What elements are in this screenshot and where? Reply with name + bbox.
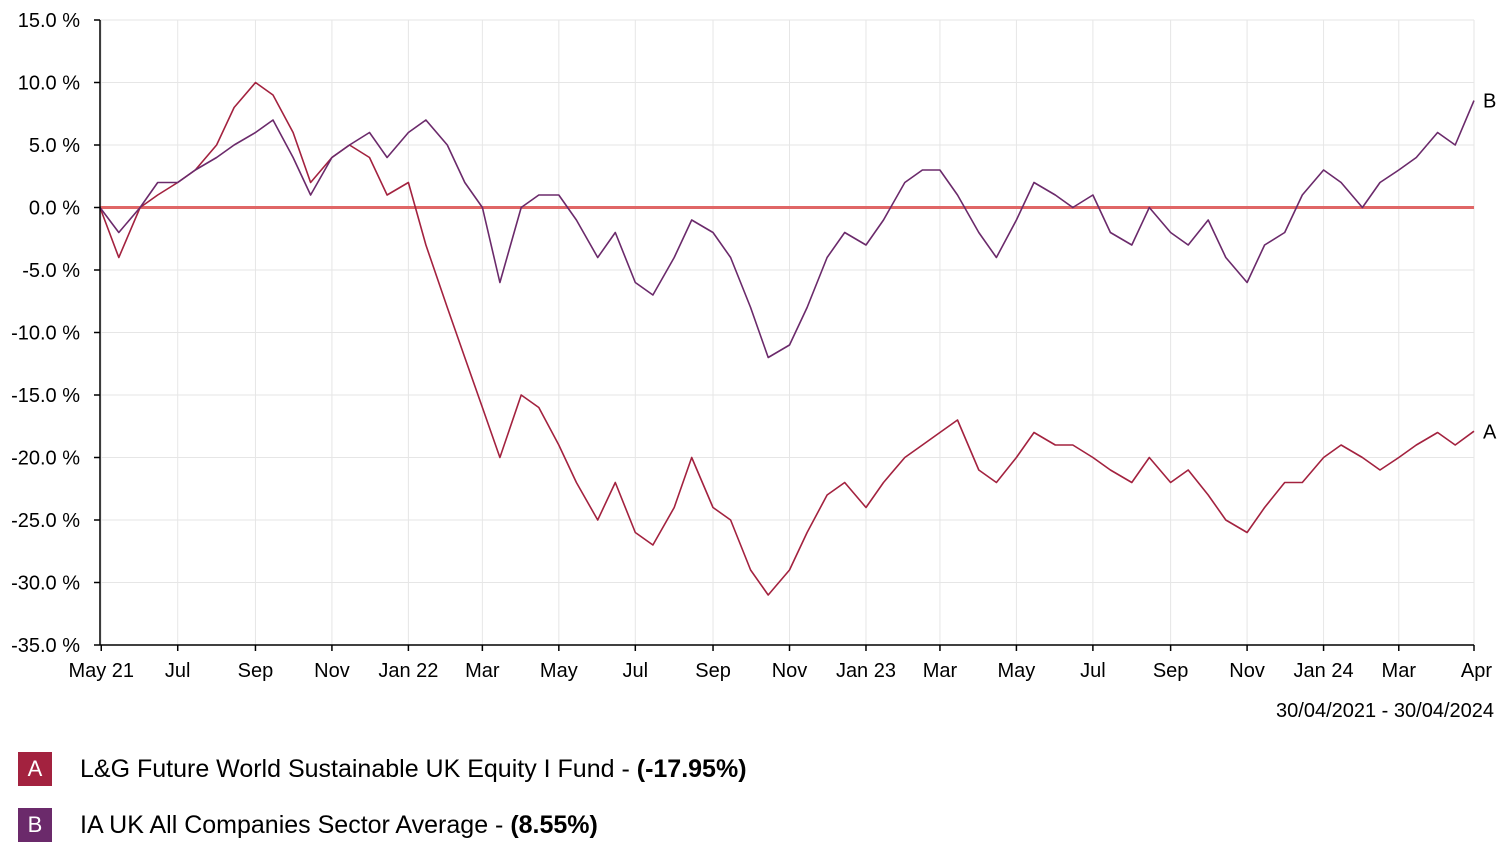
legend-swatch-a: A — [18, 752, 52, 786]
y-tick-label: 0.0 % — [29, 198, 80, 220]
x-tick-label: Mar — [923, 660, 958, 682]
date-range: 30/04/2021 - 30/04/2024 — [1276, 700, 1494, 722]
y-tick-label: 5.0 % — [29, 135, 80, 157]
y-axis-ticks: 15.0 % 10.0 % 5.0 % 0.0 % -5.0 % -10.0 % -15.0… — [11, 10, 100, 657]
y-tick-label: -30.0 % — [11, 573, 80, 595]
line-chart: 15.0 % 10.0 % 5.0 % 0.0 % -5.0 % -10.0 % -15.0… — [11, 10, 1497, 682]
x-tick-label: May — [540, 660, 578, 682]
x-tick-label: Jan 23 — [836, 660, 896, 682]
x-tick-label: Sep — [695, 660, 731, 682]
y-tick-label: -10.0 % — [11, 323, 80, 345]
series-end-labels: AB — [1483, 91, 1497, 444]
x-tick-label: Sep — [1153, 660, 1189, 682]
legend-value-a: (-17.95%) — [636, 754, 747, 783]
x-tick-label: Mar — [1382, 660, 1417, 682]
y-tick-label: -5.0 % — [22, 260, 80, 282]
x-tick-label: Mar — [465, 660, 500, 682]
legend-swatch-b: B — [18, 808, 52, 842]
legend-label-b: IA UK All Companies Sector Average - — [80, 810, 511, 839]
series-line-b — [99, 100, 1475, 359]
x-tick-label: Jul — [623, 660, 649, 682]
y-tick-label: 15.0 % — [18, 10, 80, 32]
series-end-label-a: A — [1483, 421, 1497, 443]
y-tick-label: -20.0 % — [11, 448, 80, 470]
x-tick-label: May — [998, 660, 1036, 682]
x-tick-label: Jan 22 — [378, 660, 438, 682]
legend-label-a: L&G Future World Sustainable UK Equity I… — [80, 754, 637, 783]
grid-lines — [100, 19, 1475, 646]
x-tick-label: Jul — [165, 660, 191, 682]
x-axis-ticks: May 21 Jul Sep Nov Jan 22 Mar May Jul Sep Nov Jan … — [68, 645, 1492, 682]
legend-item-a: A L&G Future World Sustainable UK Equity… — [18, 752, 747, 786]
y-tick-label: -15.0 % — [11, 385, 80, 407]
x-tick-label: Apr — [1461, 660, 1492, 682]
legend-value-b: (8.55%) — [510, 810, 598, 839]
x-tick-label: Nov — [1229, 660, 1265, 682]
x-tick-label: Jan 24 — [1294, 660, 1354, 682]
y-tick-label: -25.0 % — [11, 510, 80, 532]
x-tick-label: Nov — [772, 660, 808, 682]
x-tick-label: Jul — [1080, 660, 1106, 682]
y-tick-label: 10.0 % — [18, 73, 80, 95]
y-tick-label: -35.0 % — [11, 635, 80, 657]
x-tick-label: May 21 — [68, 660, 134, 682]
x-tick-label: Sep — [238, 660, 274, 682]
legend-item-b: B IA UK All Companies Sector Average - (… — [18, 808, 598, 842]
series-line-a — [99, 81, 1475, 596]
x-tick-label: Nov — [314, 660, 350, 682]
series-lines — [99, 81, 1475, 596]
series-end-label-b: B — [1483, 91, 1496, 113]
